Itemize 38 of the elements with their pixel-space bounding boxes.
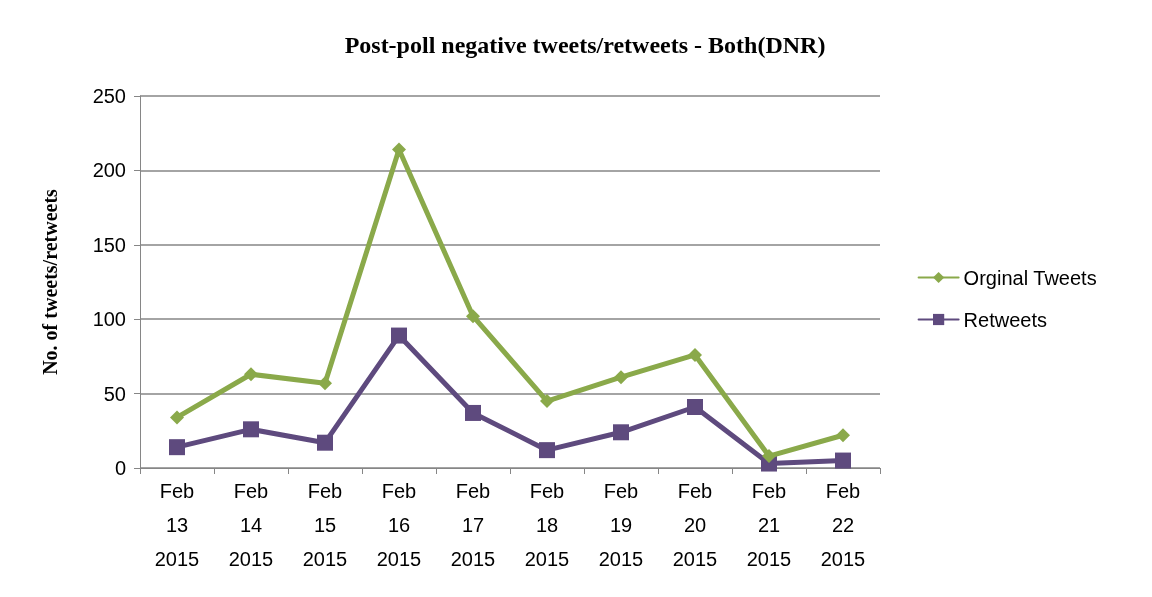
y-tick-label: 250 [92,85,126,107]
y-tick-label: 100 [92,308,126,331]
point [539,442,555,459]
point [614,370,628,385]
x-tick-label: Feb 13 2015 [154,480,200,570]
point [762,449,776,464]
y-tick-label: 0 [114,457,126,479]
point [613,424,629,441]
x-tick-label: Feb 21 2015 [746,480,792,570]
point [170,410,184,425]
legend-label: Orginal Tweets [963,266,1097,289]
point [835,452,851,469]
x-tick-label: Feb 22 2015 [820,480,866,570]
y-axis-title: No. of tweets/retweets [39,188,61,375]
point [317,434,333,451]
y-tick-label: 200 [92,159,126,182]
chart-title: Post-poll negative tweets/retweets - Both(DNR) [344,32,826,58]
x-tick-label: Feb 17 2015 [450,480,496,570]
point [466,309,480,324]
point [169,439,185,456]
x-tick-label: Feb 16 2015 [376,480,422,570]
point [688,347,702,362]
x-tick-label: Feb 15 2015 [302,480,348,570]
point [318,376,332,391]
point [391,327,407,344]
y-tick-label: 150 [92,233,126,256]
y-tick-label: 50 [103,382,126,405]
point [465,404,481,421]
point [836,428,850,443]
legend-label: Retweets [963,308,1047,331]
x-tick-label: Feb 14 2015 [228,480,274,570]
point [243,421,259,438]
x-tick-label: Feb 20 2015 [672,480,718,570]
point [540,394,554,409]
x-tick-label: Feb 19 2015 [598,480,644,570]
point [244,367,258,382]
x-tick-label: Feb 18 2015 [524,480,570,570]
point [687,398,703,415]
